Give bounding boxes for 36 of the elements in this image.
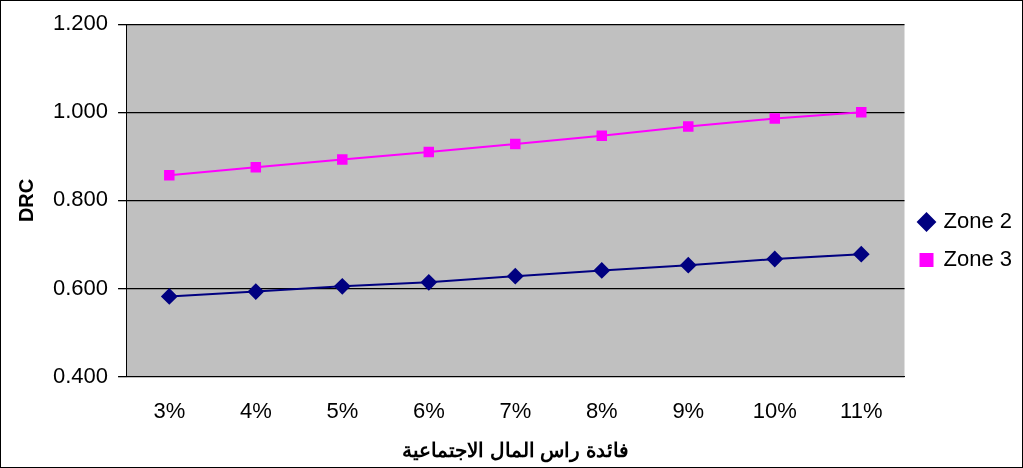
y-tick-label: 0.800 — [52, 186, 109, 212]
point — [423, 146, 435, 158]
y-tick-label: 1.000 — [52, 98, 109, 124]
point — [856, 107, 867, 118]
x-tick-label: 4% — [239, 397, 272, 423]
point — [593, 262, 610, 279]
x-tick-label: 10% — [752, 397, 797, 423]
legend-label: Zone 2 — [943, 208, 1013, 234]
point — [507, 268, 524, 285]
y-tick-label: 0.400 — [52, 362, 109, 388]
x-tick-label: 6% — [412, 397, 445, 423]
point — [766, 250, 783, 267]
point — [420, 274, 437, 291]
point — [596, 130, 608, 141]
x-tick-label: 11% — [840, 397, 883, 423]
x-tick-label: 9% — [672, 397, 705, 423]
point — [683, 121, 694, 132]
y-tick-label: 0.600 — [52, 274, 109, 300]
point — [164, 170, 175, 181]
point — [337, 154, 348, 165]
point — [853, 246, 870, 263]
point — [510, 138, 521, 150]
point — [247, 283, 264, 300]
point — [680, 257, 697, 274]
x-tick-label: 3% — [153, 397, 186, 423]
legend-label: Zone 3 — [943, 246, 1013, 272]
point — [769, 113, 781, 124]
x-tick-label: 5% — [326, 397, 359, 423]
point — [161, 288, 178, 305]
x-tick-label: 8% — [585, 397, 618, 423]
y-axis-title: DRC — [14, 178, 37, 223]
point — [334, 278, 351, 295]
x-tick-label: 7% — [499, 397, 532, 423]
point — [250, 162, 262, 173]
x-axis-title: فائدة راس المال الاجتماعية — [401, 438, 629, 463]
y-tick-label: 1.200 — [52, 10, 109, 36]
